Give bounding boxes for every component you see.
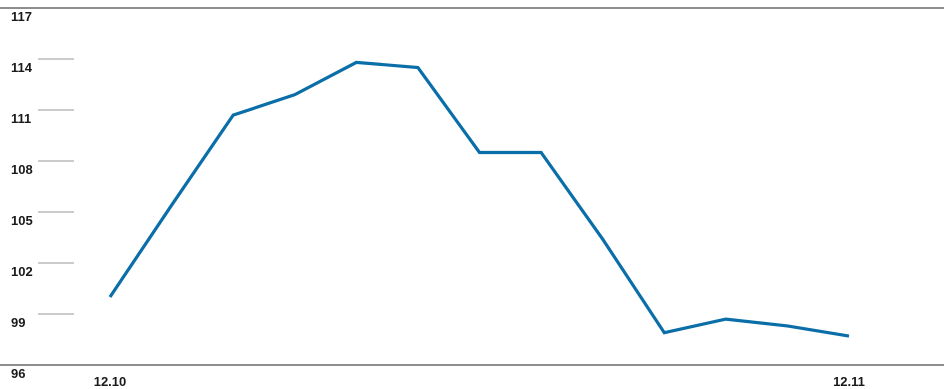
y-tick-label: 117: [11, 9, 32, 24]
y-tick-label: 111: [11, 111, 31, 126]
series: [108, 60, 850, 338]
y-tick-label: 108: [11, 162, 33, 177]
x-axis-tick-labels: 12.10 12.11: [94, 374, 865, 389]
y-tick-label: 114: [11, 60, 33, 75]
gridlines: [0, 7, 944, 366]
y-axis-tick-labels: 117 114 111 108 105 102 99 96: [11, 9, 33, 381]
series-line: [108, 60, 850, 338]
y-tick-label: 102: [11, 264, 33, 279]
y-tick-label: 99: [11, 315, 25, 330]
y-tick-label: 96: [11, 366, 25, 381]
x-tick-label: 12.11: [833, 374, 865, 389]
x-tick-label: 12.10: [94, 374, 127, 389]
y-tick-label: 105: [11, 213, 33, 228]
